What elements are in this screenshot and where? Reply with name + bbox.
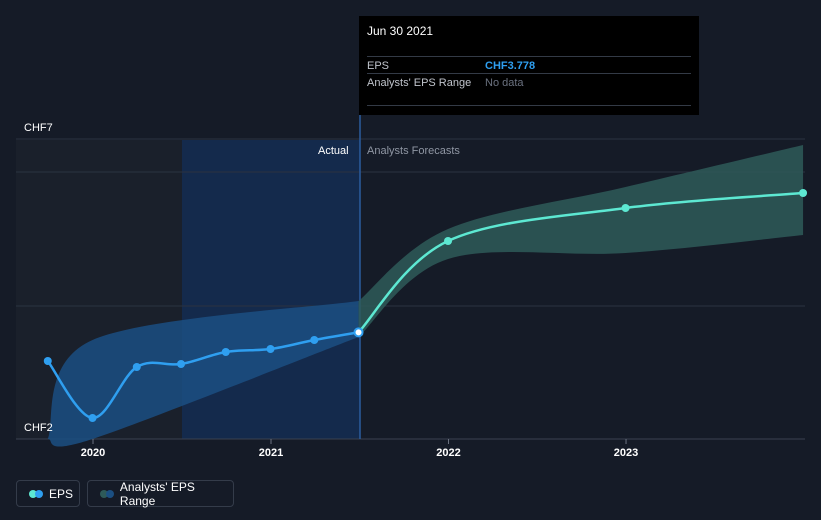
- eps-point-forecast[interactable]: [621, 204, 630, 212]
- forecast-range-band: [358, 145, 804, 337]
- legend-eps-label: EPS: [49, 486, 74, 501]
- tooltip-range-label: Analysts' EPS Range: [367, 77, 472, 89]
- x-tick-label: 2023: [614, 447, 638, 459]
- eps-point-actual[interactable]: [221, 348, 230, 356]
- x-tick-label: 2020: [81, 447, 105, 459]
- legend-range[interactable]: Analysts' EPS Range: [87, 479, 234, 508]
- eps-line-forecast: [357, 191, 804, 334]
- x-tick-label: 2022: [436, 447, 460, 459]
- tooltip-divider: [367, 105, 691, 106]
- tooltip-eps-label: EPS: [367, 60, 390, 72]
- legend-range-label: Analysts' EPS Range: [119, 479, 195, 508]
- y-tick-bottom: CHF2: [24, 422, 53, 434]
- eps-point-forecast[interactable]: [444, 237, 453, 245]
- tooltip-range-value: No data: [485, 77, 524, 89]
- tooltip-eps-row: EPS CHF3.778: [367, 56, 691, 75]
- tooltip-date: Jun 30 2021: [367, 24, 434, 38]
- range-swatch-icon: [100, 489, 114, 498]
- tooltip: Jun 30 2021 EPS CHF3.778 Analysts' EPS R…: [359, 16, 699, 115]
- x-tick-label: 2021: [259, 447, 283, 459]
- actual-label: Actual: [318, 145, 349, 157]
- legend-eps[interactable]: EPS: [16, 480, 80, 507]
- eps-point-actual[interactable]: [353, 327, 364, 338]
- eps-swatch-icon: [29, 489, 43, 498]
- tooltip-range-row: Analysts' EPS Range No data: [367, 73, 691, 92]
- eps-point-actual[interactable]: [132, 363, 141, 371]
- eps-point-actual[interactable]: [266, 345, 275, 353]
- eps-point-actual[interactable]: [43, 357, 52, 365]
- y-tick-top: CHF7: [24, 122, 53, 134]
- eps-point-actual[interactable]: [88, 414, 97, 422]
- forecast-label: Analysts Forecasts: [367, 145, 460, 157]
- actual-range-band: [47, 301, 359, 447]
- tooltip-eps-value: CHF3.778: [485, 60, 536, 72]
- eps-point-forecast[interactable]: [799, 189, 808, 197]
- eps-point-actual[interactable]: [177, 360, 186, 368]
- eps-point-actual[interactable]: [310, 336, 319, 344]
